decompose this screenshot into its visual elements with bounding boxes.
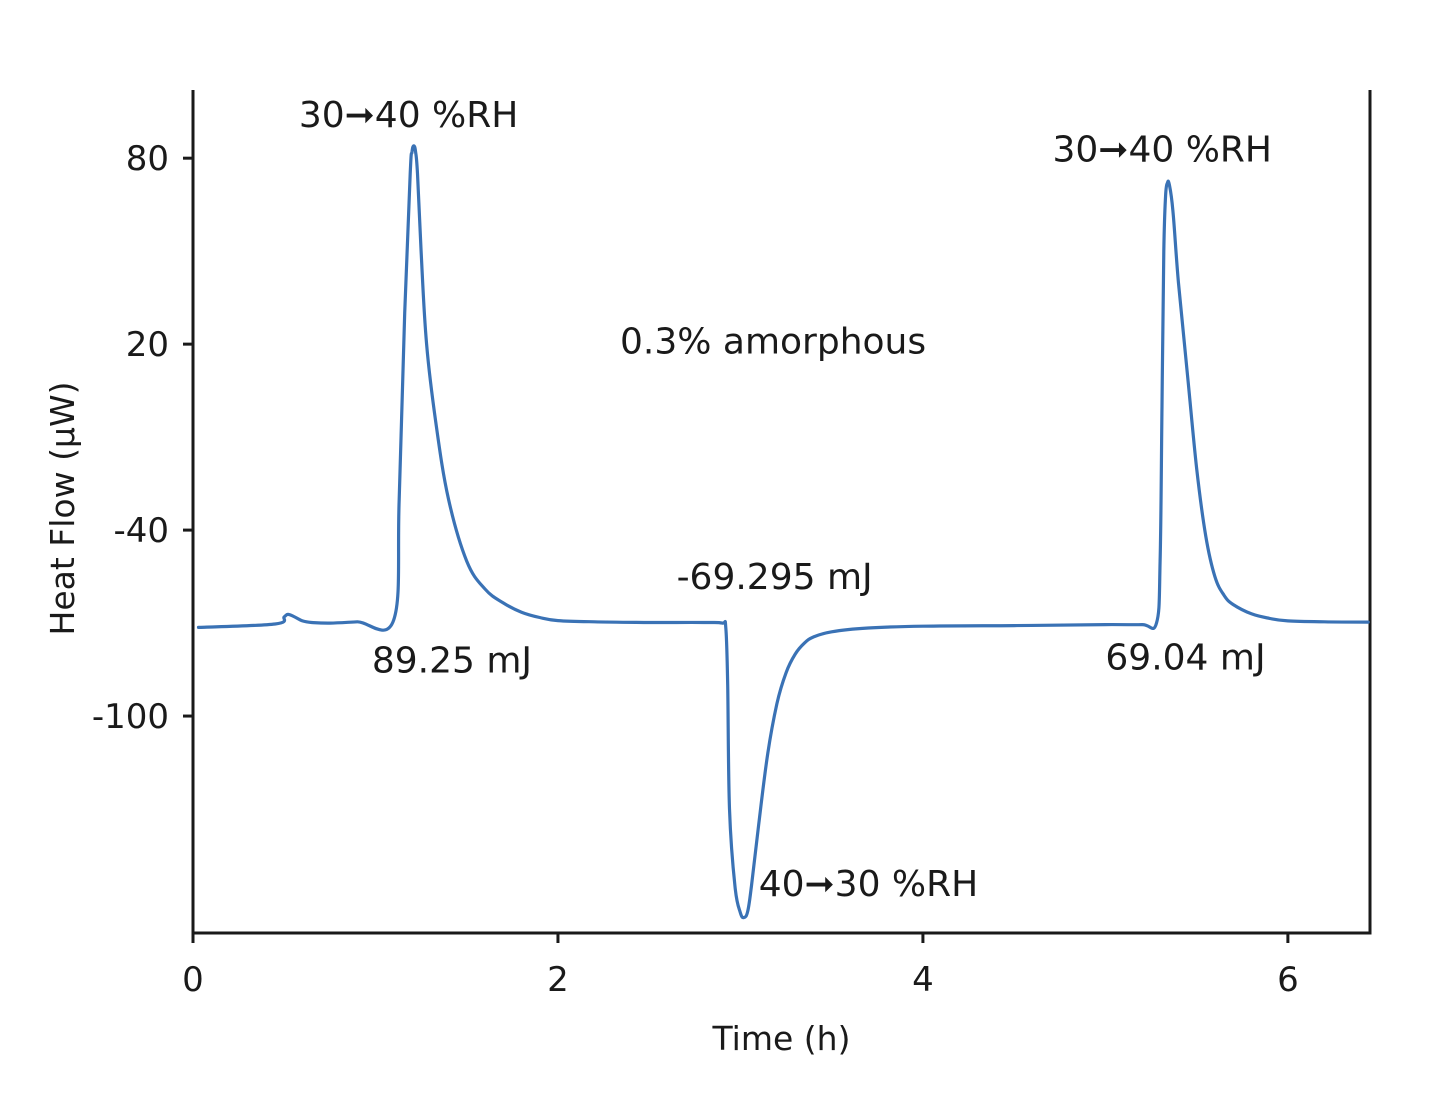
y-axis-label: Heat Flow (µW)	[43, 382, 82, 636]
x-tick-label: 0	[182, 960, 204, 1000]
annotation-label: 0.3% amorphous	[620, 321, 926, 362]
data-series	[196, 144, 1370, 920]
y-tick-label: 80	[126, 139, 169, 179]
annotation-label: 69.04 mJ	[1105, 638, 1265, 679]
y-tick-label: -40	[113, 511, 169, 551]
y-tick-label: 20	[126, 325, 169, 365]
annotation-label: 30➞40 %RH	[1052, 129, 1272, 170]
annotation-label: 89.25 mJ	[372, 641, 532, 682]
x-axis-label: Time (h)	[712, 1019, 851, 1058]
annotation-label: 30➞40 %RH	[299, 95, 519, 136]
axes	[191, 90, 1372, 935]
annotation-label: 40➞30 %RH	[759, 864, 979, 905]
axis-ticks: 0 2 4 6 80 20 -40 -100	[92, 139, 1299, 1000]
x-tick-label: 6	[1277, 960, 1299, 1000]
annotation-label: -69.295 mJ	[677, 557, 873, 598]
heat-flow-line	[196, 144, 1370, 920]
x-tick-label: 2	[547, 960, 569, 1000]
x-tick-label: 4	[912, 960, 934, 1000]
annotations: 30➞40 %RH 89.25 mJ 0.3% amorphous -69.295 m…	[299, 95, 1272, 905]
y-tick-label: -100	[92, 697, 169, 737]
